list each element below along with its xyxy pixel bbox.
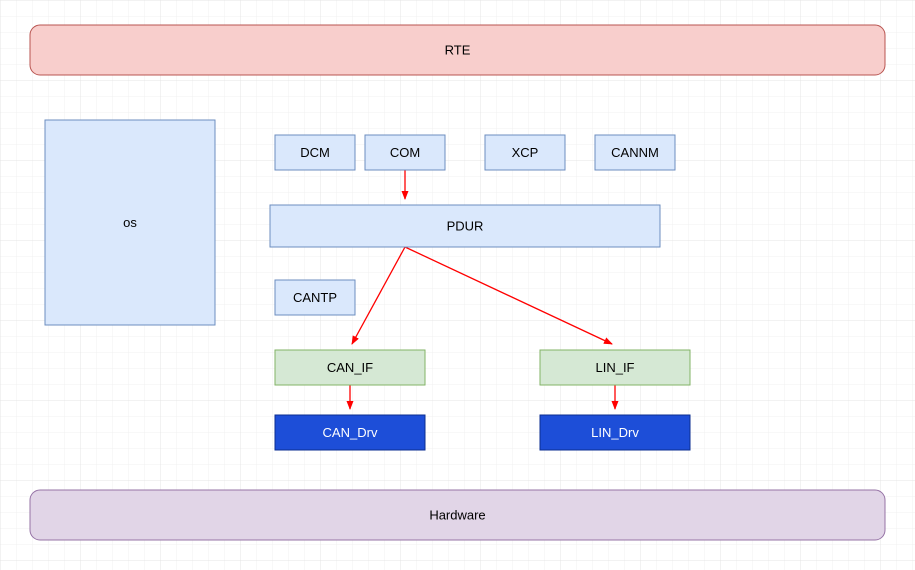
node-can_drv: CAN_Drv [275,415,425,450]
node-dcm: DCM [275,135,355,170]
diagram-canvas: RTE os DCM COM XCP CANNM PDUR CANTP CAN_IF LIN_IF… [0,0,915,570]
node-can_drv-label: CAN_Drv [323,425,378,440]
node-cantp: CANTP [275,280,355,315]
node-xcp-label: XCP [512,145,539,160]
node-pdur-label: PDUR [447,218,484,233]
node-com-label: COM [390,145,420,160]
node-lin_if-label: LIN_IF [595,360,634,375]
node-os: os [45,120,215,325]
node-cannm: CANNM [595,135,675,170]
node-dcm-label: DCM [300,145,330,160]
node-can_if-label: CAN_IF [327,360,373,375]
node-xcp: XCP [485,135,565,170]
node-cantp-label: CANTP [293,290,337,305]
node-rte: RTE [30,25,885,75]
node-pdur: PDUR [270,205,660,247]
node-hardware: Hardware [30,490,885,540]
node-cannm-label: CANNM [611,145,659,160]
node-lin_drv-label: LIN_Drv [591,425,639,440]
node-can_if: CAN_IF [275,350,425,385]
node-lin_if: LIN_IF [540,350,690,385]
node-rte-label: RTE [445,42,471,57]
node-os-label: os [123,215,137,230]
node-com: COM [365,135,445,170]
node-hardware-label: Hardware [429,507,485,522]
node-lin_drv: LIN_Drv [540,415,690,450]
